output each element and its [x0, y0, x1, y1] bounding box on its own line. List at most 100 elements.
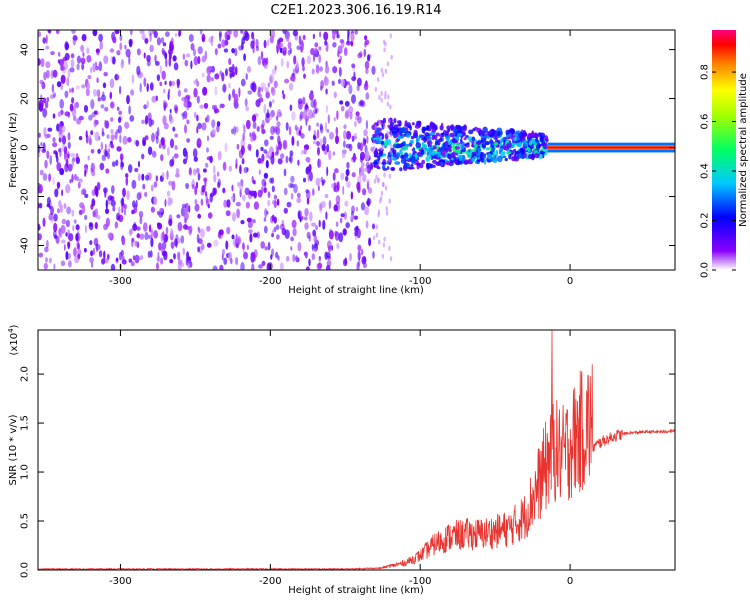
heatmap-cell — [182, 158, 187, 165]
heatmap-cell — [380, 97, 383, 103]
heatmap-cell — [114, 131, 118, 140]
heatmap-cell — [242, 133, 245, 142]
heatmap-cell — [59, 231, 63, 239]
heatmap-cell — [375, 232, 379, 238]
heatmap-cell — [110, 199, 116, 207]
heatmap-cell — [185, 53, 191, 58]
heatmap-cell — [415, 142, 422, 149]
heatmap-cell — [412, 147, 416, 152]
heatmap-cell — [382, 182, 385, 187]
heatmap-cell — [118, 110, 122, 116]
heatmap-cell — [375, 224, 378, 230]
heatmap-cell — [311, 68, 315, 75]
heatmap-cell — [338, 66, 342, 77]
heatmap-cell — [114, 73, 118, 81]
heatmap-cell — [110, 144, 115, 149]
heatmap-cell — [69, 179, 72, 184]
heatmap-cell — [315, 225, 318, 231]
heatmap-cell — [174, 145, 178, 151]
heatmap-cell — [277, 113, 280, 118]
heatmap-cell — [185, 182, 190, 190]
heatmap-cell — [314, 42, 319, 48]
heatmap-cell — [231, 212, 237, 222]
heatmap-cell — [45, 45, 50, 50]
heatmap-cell — [42, 37, 47, 44]
heatmap-cell — [160, 154, 164, 162]
heatmap-cell — [81, 63, 85, 71]
heatmap-cell — [380, 146, 383, 152]
heatmap-cell — [52, 142, 58, 148]
heatmap-cell — [388, 245, 391, 251]
heatmap-cell — [452, 144, 455, 149]
heatmap-x-axis: -300 -200 -100 0 — [109, 30, 573, 287]
heatmap-cell — [83, 104, 89, 113]
heatmap-cell — [338, 58, 342, 64]
heatmap-cell — [360, 202, 366, 211]
heatmap-cell — [193, 87, 198, 98]
heatmap-cell — [134, 254, 140, 264]
heatmap-cell — [432, 145, 437, 150]
heatmap-cell — [448, 149, 453, 152]
heatmap-cell — [292, 254, 296, 262]
heatmap-cell — [193, 56, 199, 66]
heatmap-cell — [474, 126, 478, 130]
heatmap-cell — [380, 67, 383, 73]
colorbar-gradient — [712, 30, 736, 270]
heatmap-cell — [164, 198, 167, 208]
heatmap-cell — [63, 244, 66, 251]
heatmap-cell — [382, 158, 387, 165]
heatmap-cell — [169, 108, 172, 114]
heatmap-cell — [364, 42, 367, 48]
heatmap-cell — [54, 234, 58, 240]
heatmap-cell — [167, 91, 170, 101]
heatmap-cell — [146, 100, 149, 109]
heatmap-cell — [125, 173, 129, 178]
heatmap-cell — [213, 173, 217, 183]
heatmap-cell — [345, 143, 351, 149]
heatmap-cell — [275, 224, 280, 230]
heatmap-cell — [203, 168, 207, 173]
heatmap-cell — [84, 169, 87, 177]
heatmap-cell — [317, 146, 320, 156]
heatmap-cell — [297, 192, 301, 199]
heatmap-cell — [205, 162, 209, 168]
heatmap-cell — [479, 153, 483, 159]
heatmap-cell — [162, 230, 165, 241]
heatmap-cell — [101, 154, 107, 161]
heatmap-cell — [242, 32, 245, 37]
heatmap-cell — [297, 241, 302, 252]
heatmap-cell — [335, 126, 339, 136]
heatmap-cell — [308, 124, 311, 132]
heatmap-cell — [339, 39, 344, 44]
heatmap-cell — [52, 69, 58, 78]
heatmap-cell — [386, 130, 389, 136]
heatmap-cell — [45, 34, 48, 44]
heatmap-cell — [276, 115, 279, 122]
heatmap-cell — [128, 258, 133, 263]
heatmap-cell — [386, 166, 390, 170]
heatmap-cell — [71, 30, 76, 34]
heatmap-cell — [423, 144, 428, 150]
heatmap-cell — [271, 233, 274, 238]
heatmap-cell — [183, 100, 189, 108]
heatmap-cell — [341, 150, 346, 159]
heatmap-cell — [192, 148, 198, 158]
heatmap-cell — [383, 39, 386, 45]
heatmap-cell — [100, 94, 106, 102]
heatmap-cell — [539, 132, 546, 139]
heatmap-cell — [144, 135, 149, 141]
heatmap-cell — [289, 150, 294, 157]
heatmap-cell — [388, 173, 392, 179]
heatmap-cell — [313, 135, 317, 141]
heatmap-cell — [273, 199, 277, 209]
snr-y-label: SNR (10 * v/v) — [8, 414, 19, 485]
heatmap-cell — [323, 31, 329, 41]
heatmap-cell — [425, 156, 431, 162]
heatmap-cell — [260, 146, 264, 152]
heatmap-cell — [93, 89, 98, 97]
heatmap-cell — [224, 31, 227, 40]
heatmap-cell — [171, 180, 176, 191]
heatmap-cell — [168, 48, 173, 55]
heatmap-cell — [381, 72, 385, 78]
heatmap-cell — [175, 168, 180, 175]
